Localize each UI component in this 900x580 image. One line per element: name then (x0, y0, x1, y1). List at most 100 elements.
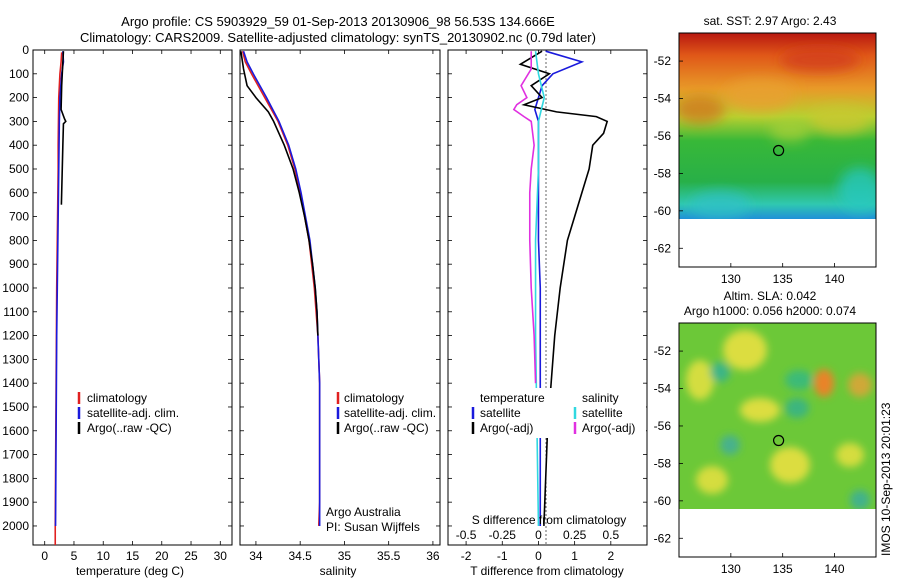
x-tick-label: 34.5 (288, 549, 312, 563)
legend-s-argo-label: Argo(-adj) (582, 421, 635, 435)
temperature-legend: climatology satellite-adj. clim. Argo(..… (77, 391, 179, 435)
x-tick-label: 15 (126, 549, 140, 563)
s-difference-label: S difference from climatology (472, 513, 627, 527)
legend-temperature-header: temperature (480, 391, 545, 405)
legend-argo-label: Argo(..raw -QC) (344, 421, 429, 435)
lat-tick-label: -56 (654, 419, 672, 433)
difference-axes-frame (447, 49, 648, 546)
sla-heatmap (679, 323, 876, 509)
depth-tick-label: 1700 (2, 448, 29, 462)
depth-tick-label: 1500 (2, 400, 29, 414)
lat-tick-label: -54 (654, 92, 672, 106)
depth-tick-label: 100 (9, 67, 29, 81)
sst-heatmap (679, 33, 876, 219)
depth-tick-label: 1600 (2, 424, 29, 438)
legend-climatology-label: climatology (87, 391, 147, 405)
depth-tick-label: 1100 (3, 305, 29, 319)
temperature-axis: 0 5 10 15 20 25 30 (41, 50, 227, 563)
x-tick-label: 10 (97, 549, 111, 563)
lat-tick-label: -58 (654, 166, 672, 180)
x-tick-label: 0 (41, 549, 48, 563)
lon-tick-label: 130 (721, 272, 741, 286)
lat-tick-label: -60 (654, 494, 672, 508)
salinity-panel: 34 34.5 35 35.5 36 salinity climatology sate… (239, 49, 441, 578)
legend-background (468, 388, 646, 438)
legend-t-satellite-label: satellite (480, 406, 521, 420)
depth-tick-label: 500 (9, 162, 29, 176)
x-tick-label: 1 (571, 549, 578, 563)
series-line-temperature-satellite (534, 50, 585, 526)
depth-tick-label: 1200 (2, 329, 29, 343)
x-tick-label: 30 (214, 549, 228, 563)
sla-map-title-line1: Altim. SLA: 0.042 (724, 289, 817, 303)
salinity-xlabel: salinity (320, 564, 357, 578)
argo-position-marker (772, 144, 785, 157)
legend-climatology-label: climatology (344, 391, 404, 405)
sla-map-title-line2: Argo h1000: 0.056 h2000: 0.074 (684, 304, 856, 318)
depth-tick-label: 900 (9, 257, 29, 271)
series-line-salinity-argo-adj- (512, 51, 537, 384)
lat-tick-label: -52 (654, 54, 672, 68)
annotation-argo-australia: Argo Australia (326, 505, 401, 519)
sst-map-title: sat. SST: 2.97 Argo: 2.43 (704, 14, 837, 28)
figure-title-line2: Climatology: CARS2009. Satellite-adjuste… (80, 30, 596, 45)
lon-tick-label: 135 (773, 562, 793, 576)
difference-legend: temperature salinity satellite Argo(-adj… (468, 388, 646, 438)
x-tick-label: 36 (426, 549, 440, 563)
depth-tick-label: 200 (9, 91, 29, 105)
legend-satellite-label: satellite-adj. clim. (87, 406, 179, 420)
depth-axis: 0 100 200 300 400 500 600 700 800 900 1000 1100 1200… (2, 43, 647, 533)
sla-axes-frame (678, 322, 877, 558)
x-tick-label: 34 (249, 549, 263, 563)
salinity-legend: climatology satellite-adj. clim. Argo(..… (336, 391, 436, 435)
legend-satellite-label: satellite-adj. clim. (344, 406, 436, 420)
x-tick-label: 35.5 (377, 549, 401, 563)
sla-lat-axis: -52 -54 -56 -58 -60 -62 (654, 344, 683, 545)
s-difference-axis: -0.5 -0.25 0 0.25 0.5 (456, 528, 620, 542)
x-tick-label: 2 (607, 549, 614, 563)
x-tick-label: 5 (71, 549, 78, 563)
sst-map-panel: sat. SST: 2.97 Argo: 2.43 -52 -54 -56 -58 -6… (654, 14, 877, 286)
series-line-satellite-adj-clim- (54, 51, 65, 526)
depth-tick-label: 1000 (2, 281, 29, 295)
depth-tick-label: 1400 (2, 376, 29, 390)
t-difference-xlabel: T difference from climatology (470, 564, 624, 578)
sla-lon-axis: 130 135 140 (721, 553, 845, 576)
lat-tick-label: -62 (654, 241, 672, 255)
legend-s-satellite-label: satellite (582, 406, 623, 420)
s-tick-label: 0.5 (602, 528, 619, 542)
difference-panel: -2 -1 0 1 2 -0.5 -0.25 0 0.25 0.5 S difference f… (447, 49, 648, 578)
lat-tick-label: -52 (654, 344, 672, 358)
series-line-temperature-argo-adj- (518, 50, 609, 526)
s-tick-label: 0 (535, 528, 542, 542)
depth-tick-label: 2000 (2, 519, 29, 533)
lat-tick-label: -56 (654, 129, 672, 143)
salinity-axes-frame (239, 49, 441, 546)
argo-position-marker (772, 434, 785, 447)
series-line-argo-raw-qc- (60, 51, 67, 205)
legend-t-argo-label: Argo(-adj) (480, 421, 533, 435)
imos-timestamp: IMOS 10-Sep-2013 20:01:23 (879, 402, 893, 556)
x-tick-label: -2 (461, 549, 472, 563)
salinity-axis: 34 34.5 35 35.5 36 (249, 50, 440, 563)
depth-tick-label: 800 (9, 233, 29, 247)
x-tick-label: -1 (497, 549, 508, 563)
s-tick-label: 0.25 (563, 528, 587, 542)
x-tick-label: 25 (184, 549, 198, 563)
t-difference-axis: -2 -1 0 1 2 (461, 50, 614, 563)
sst-lat-axis: -52 -54 -56 -58 -60 -62 (654, 54, 683, 255)
sst-axes-frame (678, 32, 877, 268)
legend-salinity-header: salinity (582, 391, 619, 405)
lat-tick-label: -62 (654, 531, 672, 545)
series-line-argo-raw-qc- (240, 51, 319, 336)
depth-tick-label: 400 (9, 138, 29, 152)
depth-tick-label: 700 (9, 210, 29, 224)
figure-title-line1: Argo profile: CS 5903929_59 01-Sep-2013 … (121, 14, 555, 29)
lon-tick-label: 135 (773, 272, 793, 286)
depth-tick-label: 1800 (2, 471, 29, 485)
x-tick-label: 0 (535, 549, 542, 563)
depth-tick-label: 1300 (2, 352, 29, 366)
depth-tick-label: 0 (22, 43, 29, 57)
sla-map-panel: Altim. SLA: 0.042 Argo h1000: 0.056 h200… (654, 289, 877, 576)
